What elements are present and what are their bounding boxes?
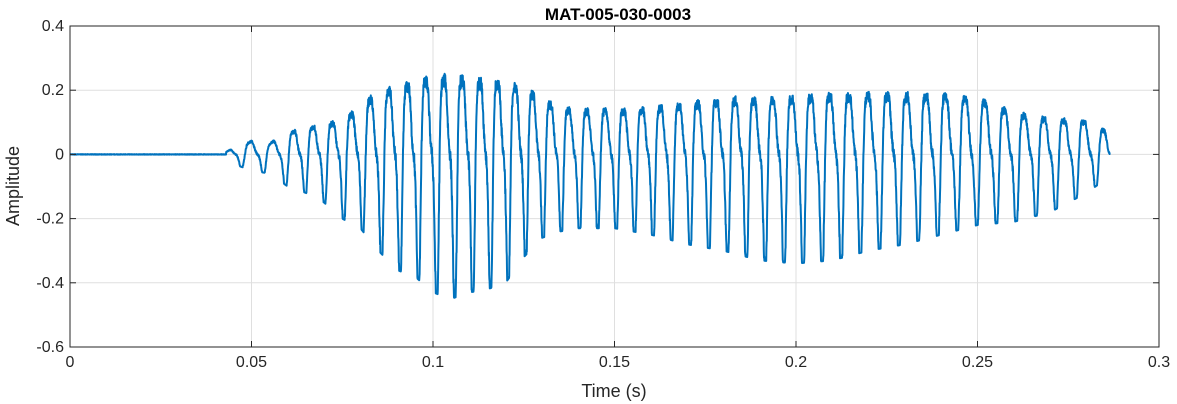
waveform-line [70, 72, 1111, 299]
y-tick-label: 0.4 [42, 18, 64, 35]
x-axis-label: Time (s) [581, 381, 646, 401]
x-tick-label: 0.2 [785, 354, 807, 371]
y-tick-label: -0.6 [36, 339, 64, 356]
x-tick-label: 0.05 [236, 354, 267, 371]
y-axis-label: Amplitude [3, 146, 23, 226]
y-tick-label: 0.2 [42, 82, 64, 99]
y-tick-label: -0.2 [36, 211, 64, 228]
x-tick-label: 0.3 [1148, 354, 1170, 371]
x-ticks: 0 0.05 0.1 0.15 0.2 0.25 0.3 [66, 26, 1170, 371]
x-tick-label: 0.15 [599, 354, 630, 371]
x-tick-label: 0 [66, 354, 75, 371]
chart-title: MAT-005-030-0003 [545, 5, 691, 24]
y-tick-label: -0.4 [36, 275, 64, 292]
y-tick-label: 0 [55, 146, 64, 163]
x-tick-label: 0.1 [422, 354, 444, 371]
y-ticks: -0.6 -0.4 -0.2 0 0.2 0.4 [36, 18, 1159, 356]
x-tick-label: 0.25 [962, 354, 993, 371]
